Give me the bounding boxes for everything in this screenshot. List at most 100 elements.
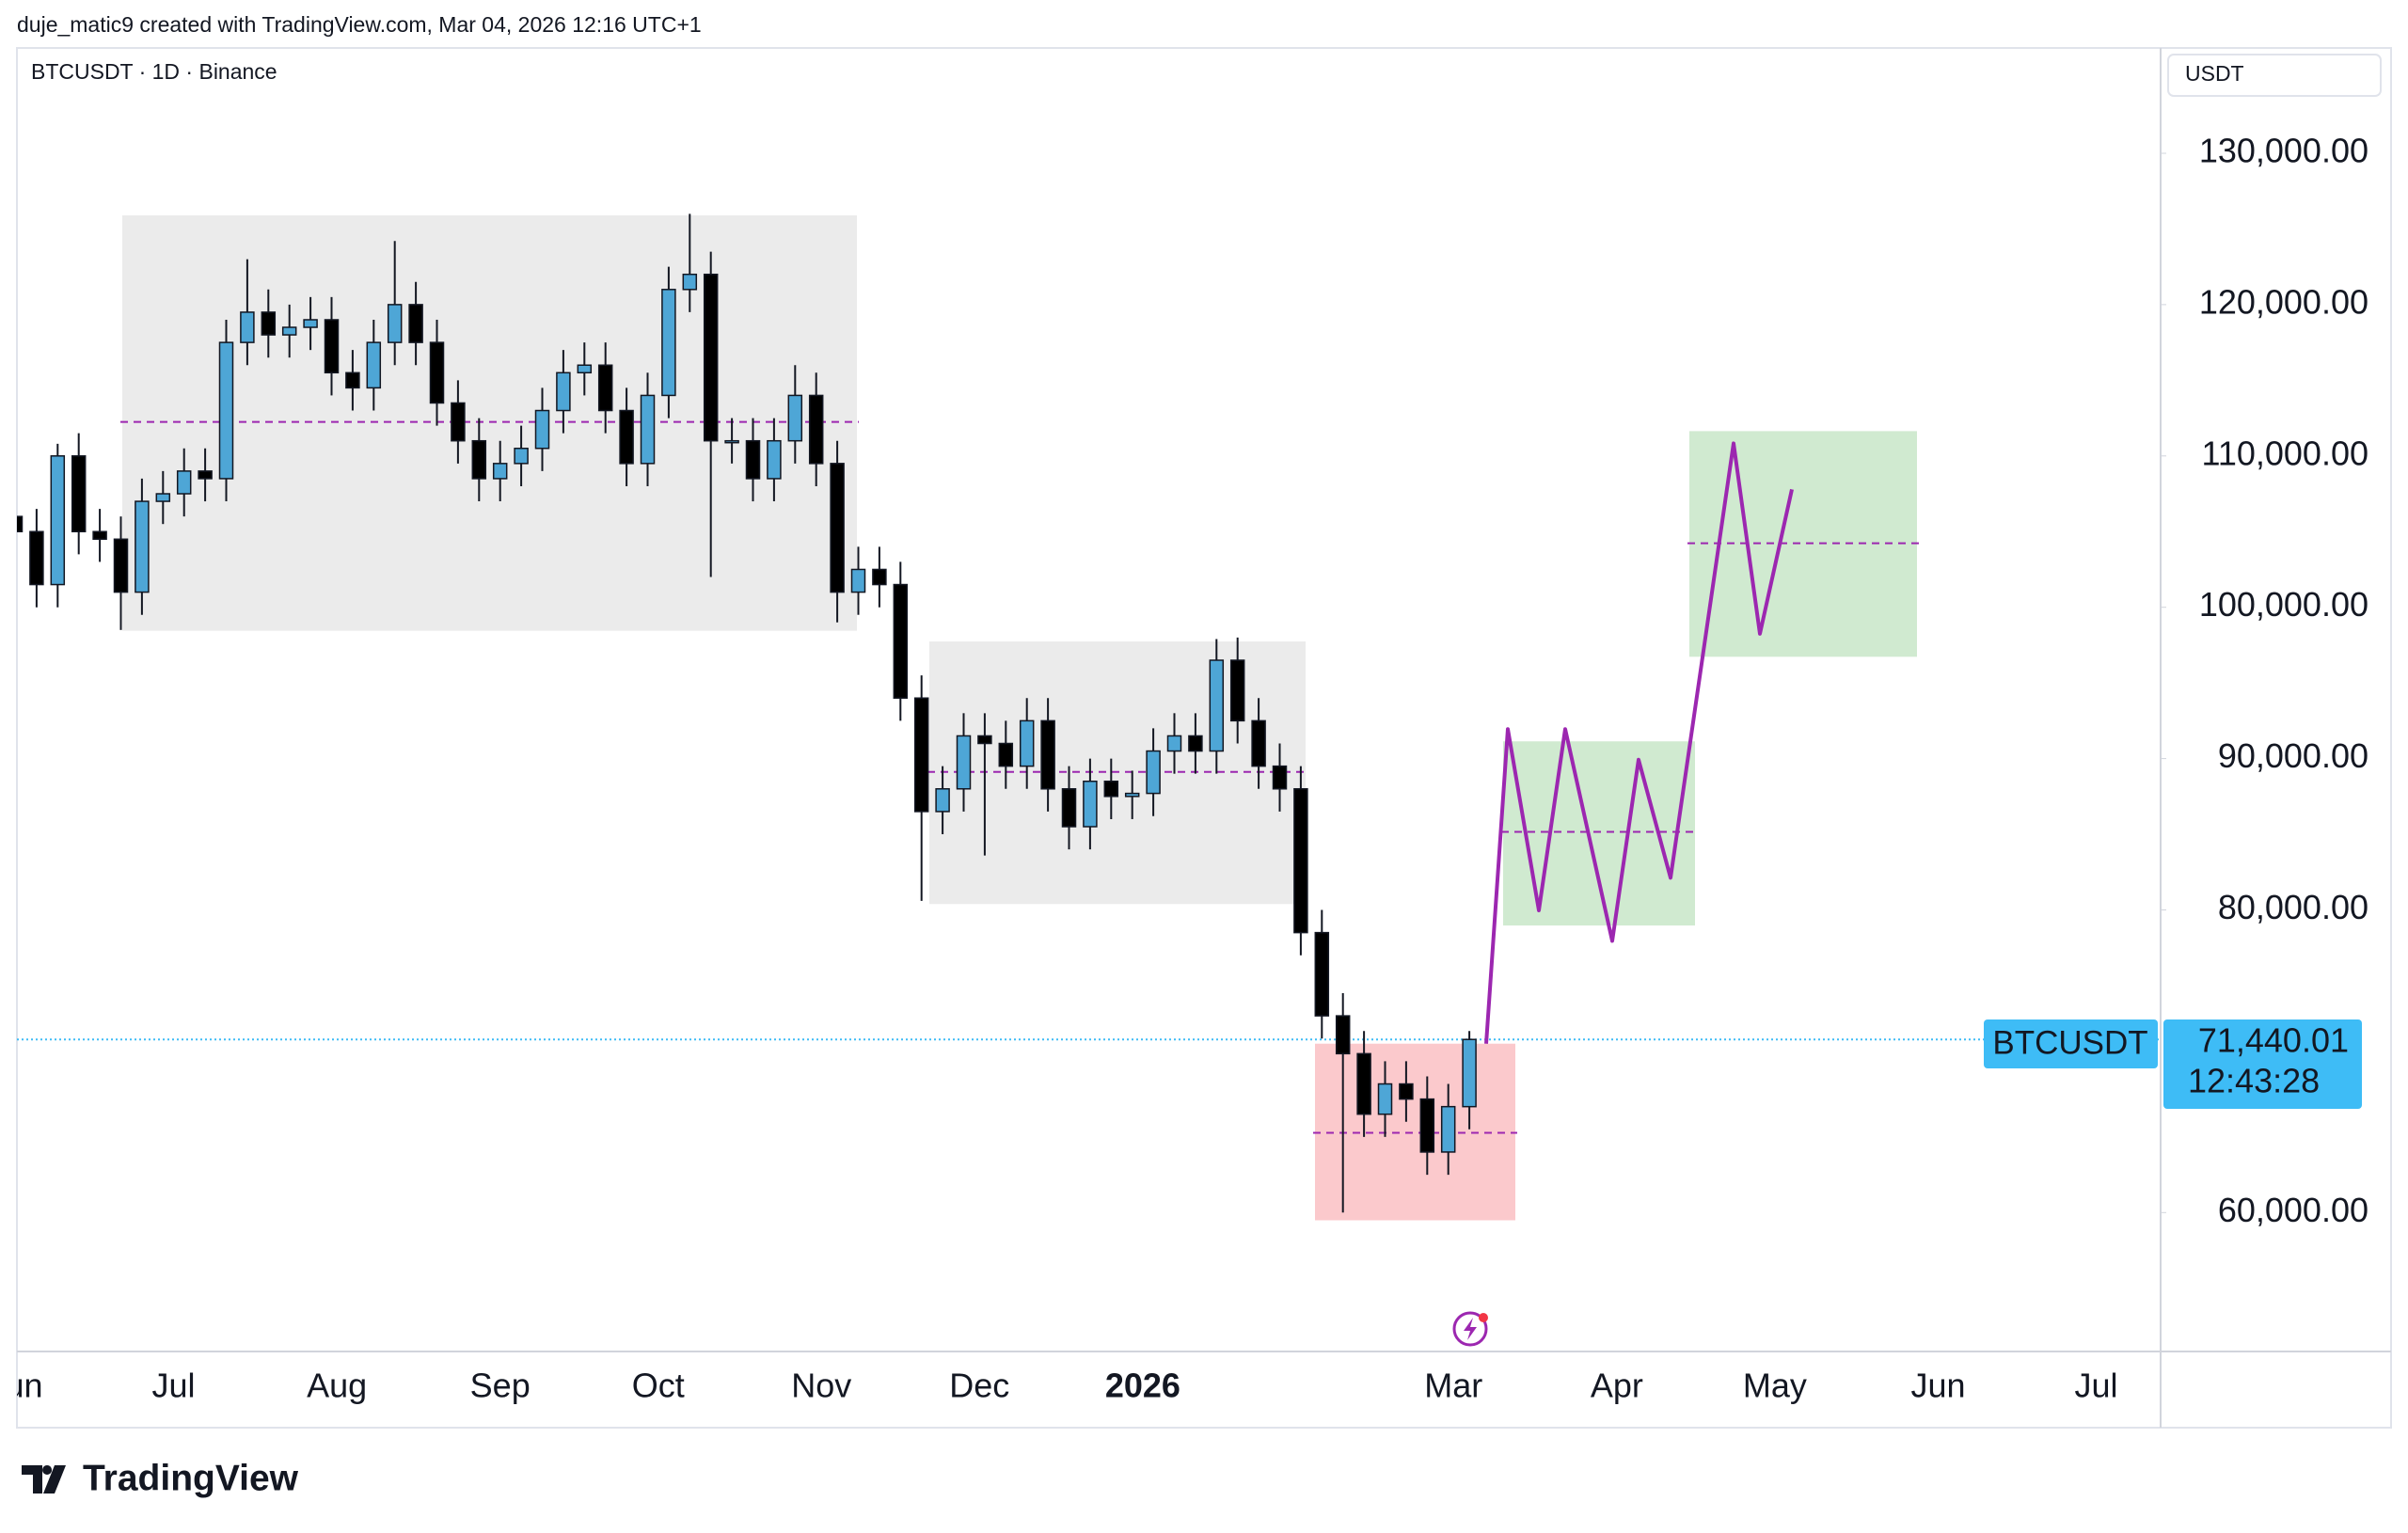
zone (1503, 741, 1695, 926)
x-tick-label: Apr (1591, 1367, 1643, 1405)
y-tick-label: 130,000.00 (2199, 132, 2368, 170)
candle-body (1377, 1083, 1393, 1115)
candle-body (261, 311, 277, 336)
candle-body (830, 463, 845, 593)
candle-body (1146, 750, 1161, 795)
candle-body (198, 470, 213, 480)
x-tick-label: Dec (949, 1367, 1009, 1405)
footer-brand: TradingView (83, 1458, 299, 1498)
candle-body (1103, 780, 1119, 798)
candle-body (1399, 1083, 1414, 1100)
candle-body (1124, 792, 1140, 798)
y-tick-label: 100,000.00 (2199, 585, 2368, 624)
y-tick-label: 120,000.00 (2199, 282, 2368, 321)
candle-body (1019, 719, 1035, 767)
candle-body (1419, 1098, 1435, 1153)
candle-body (155, 493, 171, 502)
candle-body (640, 394, 656, 465)
y-tick-label: 110,000.00 (2201, 434, 2368, 472)
candle-body (1293, 788, 1308, 934)
countdown-label: 12:43:28 (2188, 1062, 2320, 1100)
candle-body (850, 568, 866, 593)
chart-frame (16, 47, 2392, 1429)
candle-body (1335, 1015, 1351, 1055)
x-tick-label: Nov (791, 1367, 851, 1405)
candle-body (682, 273, 698, 291)
x-tick-label: Jun (0, 1367, 43, 1405)
x-tick-label: May (1743, 1367, 1807, 1405)
candle-body (92, 530, 107, 541)
plot-area (17, 213, 2161, 1221)
symbol-price-tag-text: BTCUSDT (1992, 1024, 2147, 1061)
candle-body (1251, 719, 1266, 767)
candle-body (50, 455, 66, 586)
candle-body (1040, 719, 1055, 790)
candle-body (135, 500, 150, 593)
candle-body (1083, 780, 1098, 828)
candle-body (998, 742, 1014, 767)
candle-body (471, 439, 487, 480)
x-tick-label: Mar (1424, 1367, 1482, 1405)
candle-body (1272, 765, 1288, 790)
header: duje_matic9 created with TradingView.com… (17, 12, 702, 37)
candle-body (71, 455, 87, 532)
candle-body (977, 735, 992, 745)
projection-path (1484, 441, 1794, 1044)
candle-body (1314, 931, 1330, 1017)
candle-body (956, 735, 972, 790)
x-tick-label: Aug (307, 1367, 367, 1405)
candle-body (935, 788, 950, 813)
candle-body (872, 568, 887, 586)
zone (1315, 1043, 1515, 1221)
candle-body (29, 530, 44, 586)
candle-body (429, 341, 445, 404)
candle-body (113, 538, 129, 593)
y-tick-label: 90,000.00 (2218, 736, 2368, 775)
x-tick-label: Oct (632, 1367, 685, 1405)
candle-body (745, 439, 761, 480)
x-tick-label: Jul (2074, 1367, 2117, 1405)
x-tick-label: Sep (470, 1367, 531, 1405)
candle-body (597, 364, 613, 412)
candle-body (1188, 735, 1203, 752)
candle-body (767, 439, 782, 480)
candle-body (366, 341, 382, 389)
candle-body (661, 289, 676, 397)
price-axis: 60,000.00 80,000.00 90,000.00 100,000.00 110… (2161, 132, 2368, 1229)
zone (122, 214, 857, 631)
candle-body (1229, 659, 1245, 722)
candle-body (703, 273, 719, 442)
x-tick-label: Jun (1910, 1367, 1965, 1405)
candle-body (724, 439, 739, 444)
candle-body (514, 447, 529, 465)
candle-body (1356, 1052, 1371, 1115)
candle-body (303, 319, 318, 328)
candle-body (387, 304, 403, 343)
candle-body (808, 394, 824, 465)
zone (1689, 431, 1917, 657)
candle-body (324, 319, 340, 374)
candle-body (1440, 1105, 1456, 1153)
candle-body (1166, 735, 1182, 752)
candle-body (1462, 1038, 1477, 1108)
candle-body (577, 364, 593, 374)
candle-body (1209, 659, 1225, 752)
tradingview-logo (22, 1465, 66, 1493)
candle-body (492, 463, 508, 480)
candle-body (556, 371, 571, 412)
y-tick-label: 60,000.00 (2218, 1191, 2368, 1229)
x-tick-label: 2026 (1105, 1367, 1180, 1405)
candle-body (240, 311, 255, 343)
candle-body (345, 371, 360, 389)
candle-body (218, 341, 234, 480)
time-axis: Jun Jul Aug Sep Oct Nov Dec 2026 Mar Apr May Jun Jul (0, 1367, 2118, 1405)
candle-body (17, 515, 24, 532)
currency-label: USDT (2185, 61, 2244, 86)
alert-icon[interactable] (1452, 1311, 1488, 1347)
candle-body (408, 304, 423, 343)
symbol-title: BTCUSDT · 1D · Binance (31, 59, 277, 84)
currency-box[interactable] (2167, 54, 2382, 97)
candle-body (281, 326, 297, 336)
x-tick-label: Jul (151, 1367, 195, 1405)
